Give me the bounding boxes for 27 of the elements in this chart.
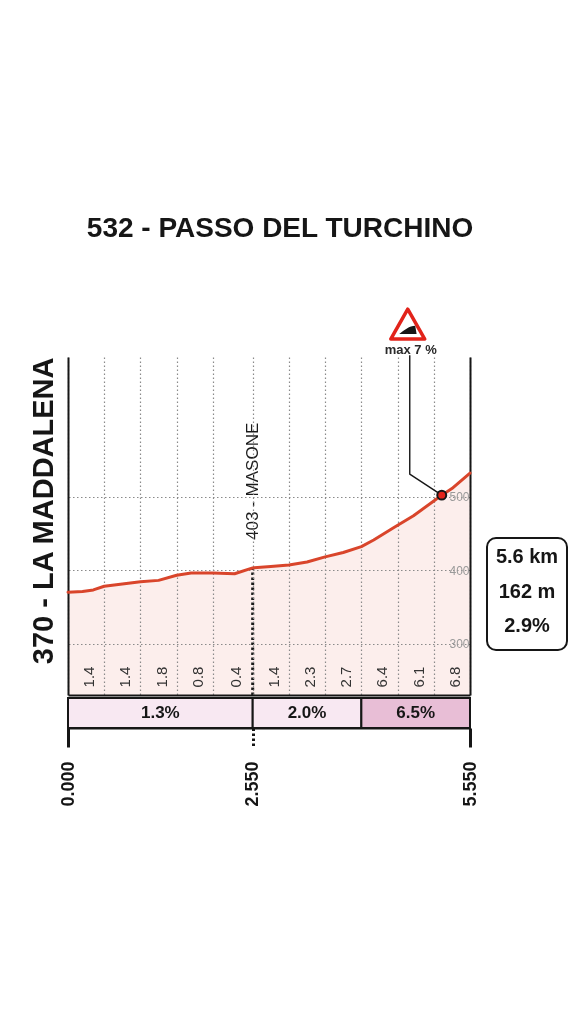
annotation: 1.4 [264,666,282,688]
annotation: max 7 % [384,342,438,358]
annotation: 1.4 [80,666,98,688]
ref-line-label: 403 - MASONE [242,422,262,540]
x-tick-label: 5.550 [459,761,480,807]
text: 5.6 km [495,545,559,567]
annotation: 2.3 [301,666,319,688]
y-tick-label: 300 [449,637,470,652]
text: 2.9% [504,614,551,636]
annotation: 6.5% [396,703,436,722]
annotation: 6.4 [373,666,391,688]
chart-title: 532 - PASSO DEL TURCHINO [86,212,474,244]
annotation: 1.3% [140,703,180,722]
annotation: 2.7 [337,666,355,688]
y-tick-label: 400 [449,563,470,578]
y-tick-label: 500 [449,490,470,505]
annotation: 1.8 [152,666,170,688]
annotation: 2.0% [287,703,327,722]
annotation: 1.4 [116,666,134,688]
x-tick-label: 2.550 [242,761,263,807]
annotation: 6.1 [409,666,427,688]
annotation: 0.4 [226,666,244,688]
x-tick-label: 0.000 [57,761,78,807]
y-axis-title: 370 - LA MADDALENA [26,357,59,665]
annotation: 6.8 [445,666,463,688]
annotation: 0.8 [188,666,206,688]
text: 162 m [498,579,556,602]
